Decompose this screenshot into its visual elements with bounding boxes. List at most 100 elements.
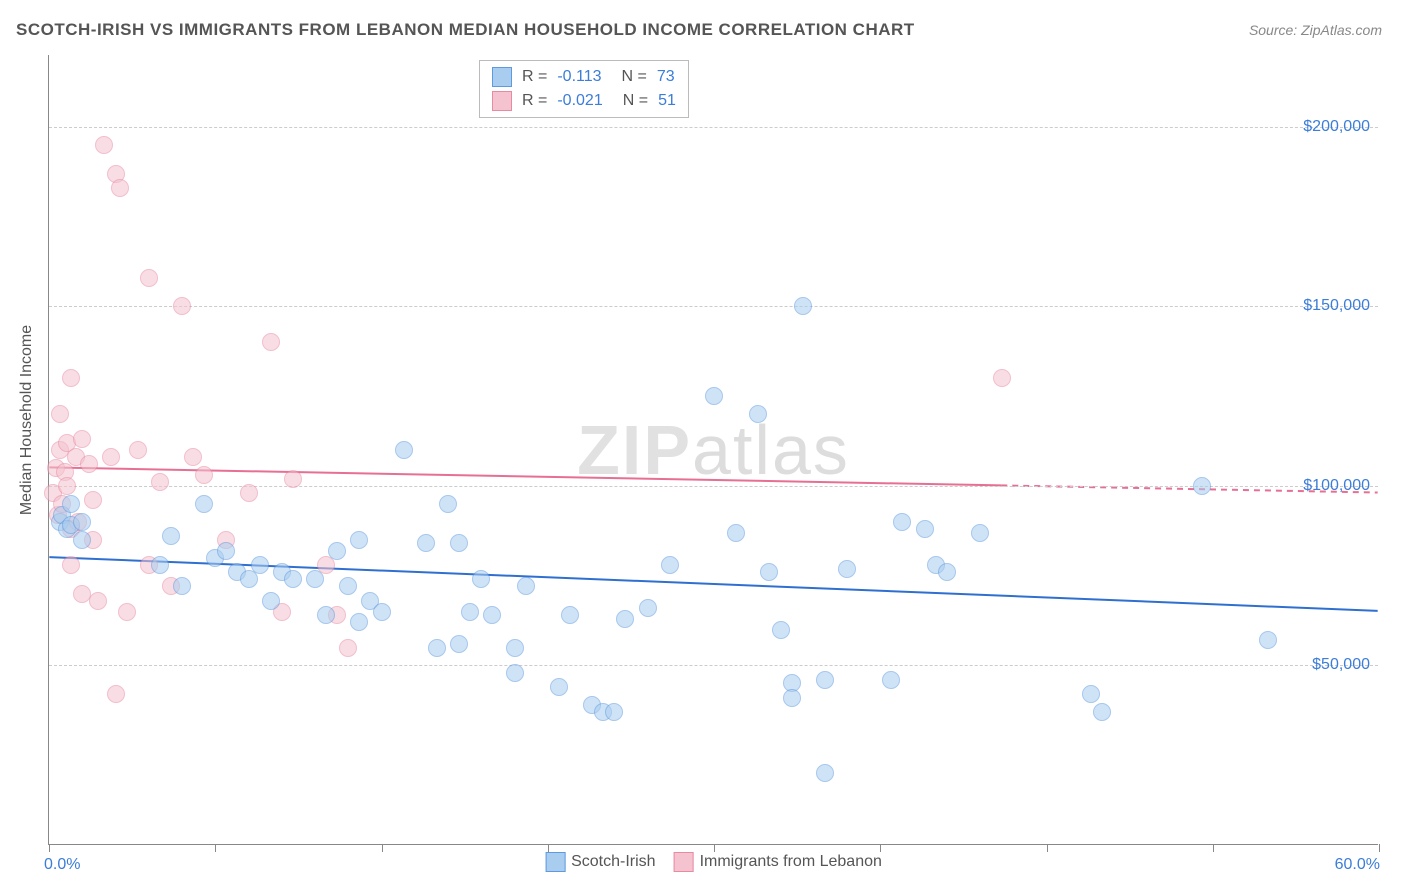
- data-point: [893, 513, 911, 531]
- data-point: [993, 369, 1011, 387]
- legend-stats-row: R = -0.113 N = 73: [492, 65, 676, 89]
- data-point: [616, 610, 634, 628]
- n-value: 73: [657, 68, 675, 86]
- data-point: [284, 470, 302, 488]
- data-point: [102, 448, 120, 466]
- legend-stats-row: R = -0.021 N = 51: [492, 89, 676, 113]
- data-point: [772, 621, 790, 639]
- data-point: [95, 136, 113, 154]
- legend-swatch-icon: [492, 67, 512, 87]
- data-point: [450, 635, 468, 653]
- data-point: [439, 495, 457, 513]
- data-point: [760, 563, 778, 581]
- data-point: [661, 556, 679, 574]
- watermark-bold: ZIP: [577, 411, 692, 489]
- data-point: [62, 495, 80, 513]
- n-label: N =: [622, 68, 647, 86]
- watermark-light: atlas: [692, 411, 850, 489]
- legend-label: Immigrants from Lebanon: [700, 853, 882, 871]
- data-point: [339, 577, 357, 595]
- data-point: [816, 764, 834, 782]
- data-point: [971, 524, 989, 542]
- data-point: [58, 477, 76, 495]
- data-point: [373, 603, 391, 621]
- data-point: [262, 592, 280, 610]
- data-point: [129, 441, 147, 459]
- data-point: [51, 405, 69, 423]
- legend-swatch-icon: [674, 852, 694, 872]
- data-point: [89, 592, 107, 610]
- data-point: [605, 703, 623, 721]
- data-point: [240, 484, 258, 502]
- x-axis-min-label: 0.0%: [44, 856, 80, 874]
- r-value: -0.021: [557, 92, 602, 110]
- data-point: [1093, 703, 1111, 721]
- legend-item: Immigrants from Lebanon: [674, 852, 882, 872]
- data-point: [306, 570, 324, 588]
- data-point: [73, 430, 91, 448]
- trend-lines: [49, 55, 1378, 844]
- data-point: [1082, 685, 1100, 703]
- y-tick-label: $200,000: [1303, 118, 1370, 136]
- data-point: [428, 639, 446, 657]
- data-point: [395, 441, 413, 459]
- x-tick: [1379, 844, 1380, 852]
- data-point: [80, 455, 98, 473]
- data-point: [217, 542, 235, 560]
- data-point: [162, 527, 180, 545]
- data-point: [173, 297, 191, 315]
- x-tick: [382, 844, 383, 852]
- data-point: [517, 577, 535, 595]
- x-tick: [1047, 844, 1048, 852]
- data-point: [173, 577, 191, 595]
- data-point: [461, 603, 479, 621]
- data-point: [62, 369, 80, 387]
- legend-item: Scotch-Irish: [545, 852, 655, 872]
- data-point: [195, 466, 213, 484]
- data-point: [195, 495, 213, 513]
- data-point: [62, 556, 80, 574]
- y-tick-label: $150,000: [1303, 297, 1370, 315]
- x-tick: [49, 844, 50, 852]
- n-label: N =: [623, 92, 648, 110]
- r-value: -0.113: [557, 68, 601, 86]
- chart-source: Source: ZipAtlas.com: [1249, 22, 1382, 38]
- data-point: [472, 570, 490, 588]
- data-point: [328, 542, 346, 560]
- n-value: 51: [658, 92, 676, 110]
- data-point: [251, 556, 269, 574]
- data-point: [882, 671, 900, 689]
- x-tick: [880, 844, 881, 852]
- r-label: R =: [522, 92, 547, 110]
- data-point: [84, 491, 102, 509]
- data-point: [151, 473, 169, 491]
- data-point: [184, 448, 202, 466]
- data-point: [1193, 477, 1211, 495]
- data-point: [639, 599, 657, 617]
- data-point: [73, 531, 91, 549]
- legend-swatch-icon: [492, 91, 512, 111]
- legend-series: Scotch-Irish Immigrants from Lebanon: [545, 852, 882, 872]
- plot-area: ZIPatlas R = -0.113 N = 73 R = -0.021 N …: [48, 55, 1378, 845]
- data-point: [317, 606, 335, 624]
- data-point: [483, 606, 501, 624]
- x-tick: [215, 844, 216, 852]
- data-point: [339, 639, 357, 657]
- x-tick: [714, 844, 715, 852]
- data-point: [350, 531, 368, 549]
- data-point: [151, 556, 169, 574]
- data-point: [783, 689, 801, 707]
- data-point: [1259, 631, 1277, 649]
- y-tick-label: $50,000: [1312, 656, 1370, 674]
- data-point: [938, 563, 956, 581]
- data-point: [794, 297, 812, 315]
- y-axis-title: Median Household Income: [18, 325, 36, 515]
- data-point: [749, 405, 767, 423]
- data-point: [838, 560, 856, 578]
- data-point: [350, 613, 368, 631]
- data-point: [727, 524, 745, 542]
- y-tick-label: $100,000: [1303, 477, 1370, 495]
- gridline: [49, 665, 1378, 666]
- data-point: [506, 639, 524, 657]
- data-point: [417, 534, 435, 552]
